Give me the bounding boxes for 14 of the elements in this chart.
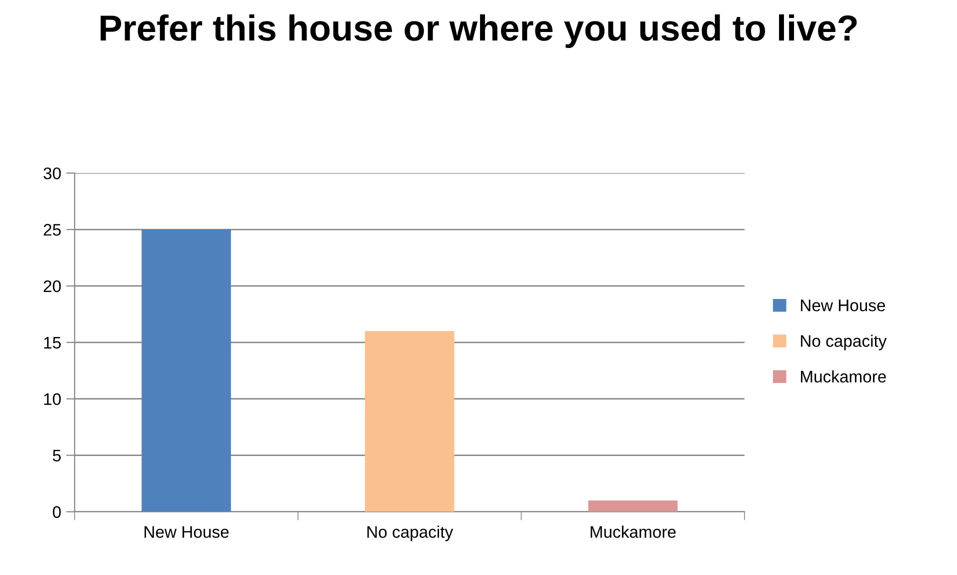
legend-label: New House — [800, 300, 886, 312]
y-tick-label: 5 — [52, 450, 61, 462]
y-tick-label: 20 — [44, 280, 61, 292]
legend-label: No capacity — [800, 334, 887, 350]
y-tick-label: 0 — [52, 506, 61, 518]
y-tick-label: 30 — [44, 167, 61, 180]
x-tick-label: No capacity — [367, 526, 454, 542]
x-tick-label: Muckamore — [590, 526, 676, 538]
y-tick-label: 15 — [44, 336, 61, 349]
chart-title: Prefer this house or where you used to live? — [100, 14, 857, 48]
legend-label: Muckamore — [800, 370, 886, 383]
y-tick-label: 25 — [44, 224, 61, 236]
x-tick-label: New House — [144, 526, 229, 538]
y-tick-label: 10 — [44, 393, 61, 406]
